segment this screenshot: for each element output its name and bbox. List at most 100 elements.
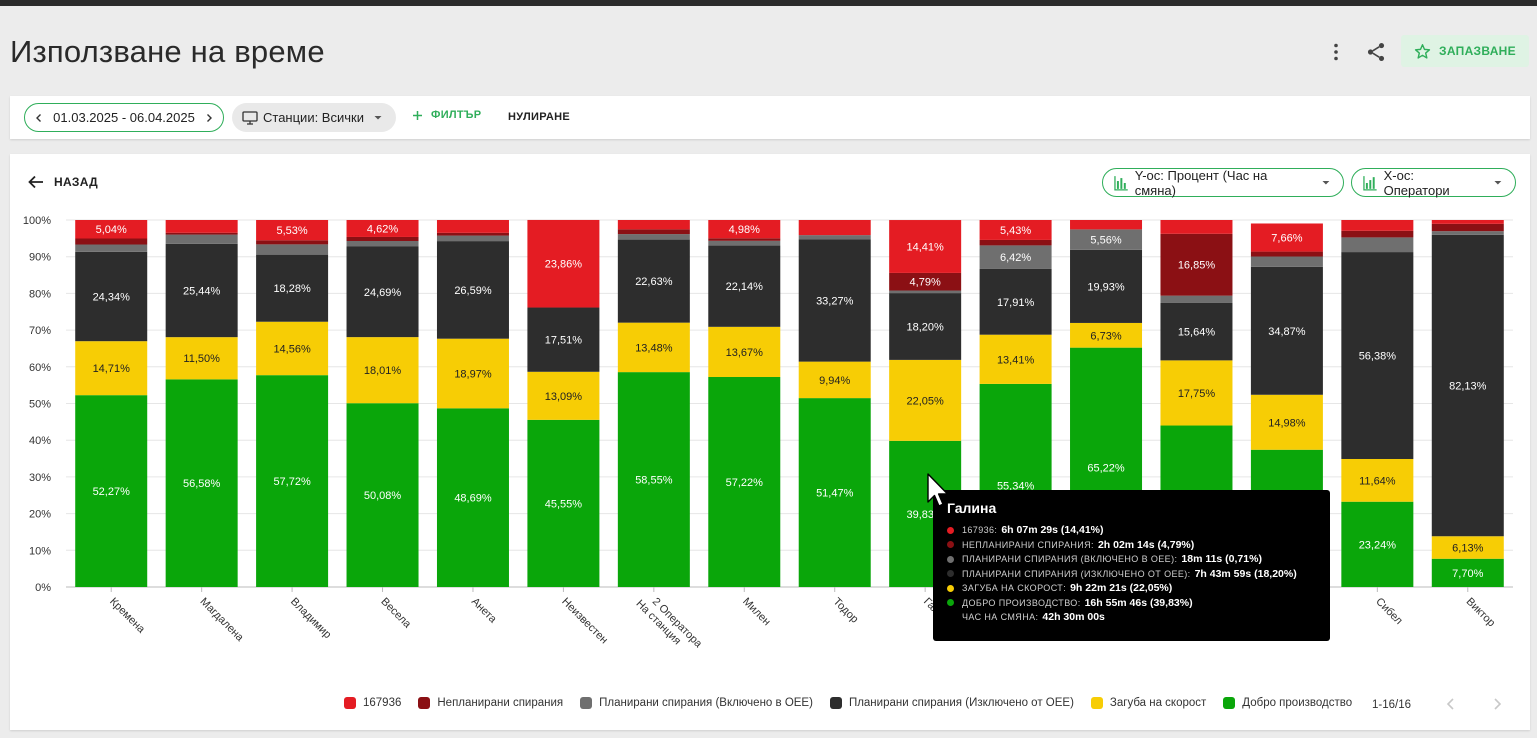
tooltip-row: Планирани спирания (Изключено от OEE): 7h… <box>947 567 1316 582</box>
data-label: 51,47% <box>816 488 854 500</box>
x-tick-label: Сибел <box>1373 596 1404 627</box>
chevron-right-icon[interactable] <box>204 113 214 123</box>
bar-segment <box>889 290 962 294</box>
x-tick-label-line: Владимир <box>288 596 333 641</box>
bar-segment <box>979 239 1052 246</box>
plus-icon <box>413 110 422 120</box>
y-tick-label: 80% <box>29 288 51 300</box>
data-label: 11,64% <box>1359 475 1396 487</box>
x-tick-label: Тодор <box>831 596 861 626</box>
reset-button[interactable]: НУЛИРАНЕ <box>508 111 570 123</box>
bar-segment <box>617 322 690 373</box>
bar-segment <box>979 268 1052 335</box>
stations-label: Станции: Всички <box>263 110 364 125</box>
bar-segment <box>889 293 962 360</box>
data-label: 17,51% <box>545 335 583 347</box>
data-label: 23,86% <box>545 259 583 271</box>
tooltip-row: Час на смяна: 42h 30m 00s <box>947 610 1316 625</box>
legend-label: Планирани спирания (Включено в OEE) <box>599 697 813 709</box>
bar-segment <box>1341 230 1414 238</box>
top-bar <box>0 0 1537 6</box>
tooltip-row-value: 18m 11s (0,71%) <box>1181 553 1262 566</box>
more-menu-icon[interactable] <box>1324 40 1348 64</box>
data-label: 57,72% <box>273 476 311 488</box>
chevron-right-icon[interactable] <box>1491 697 1503 711</box>
bar-segment <box>527 219 600 308</box>
monitor-icon <box>242 110 258 125</box>
bar-segment <box>436 338 509 409</box>
bar-segment <box>1341 237 1414 253</box>
bar-segment <box>256 321 329 376</box>
data-label: 11,50% <box>183 353 220 365</box>
chevron-left-icon[interactable] <box>1445 697 1457 711</box>
share-icon[interactable] <box>1364 40 1388 64</box>
bar-segment <box>436 235 509 242</box>
data-label: 4,62% <box>367 223 398 235</box>
bar-segment <box>256 240 329 245</box>
bar-segment <box>346 246 419 338</box>
legend-item[interactable]: Загуба на скорост <box>1090 697 1206 709</box>
y-tick-label: 90% <box>29 252 51 264</box>
y-tick-label: 60% <box>29 362 51 374</box>
x-tick-label: Милен <box>740 596 772 628</box>
tooltip-row-label: Добро производство: <box>962 597 1081 608</box>
bar-segment <box>1250 256 1323 267</box>
x-tick-label: Кремена <box>107 596 148 637</box>
legend-swatch <box>1090 697 1103 709</box>
bar-segment <box>346 236 419 241</box>
bar-segment <box>979 334 1052 384</box>
legend-item[interactable]: Непланирани спирания <box>418 697 563 709</box>
bar-chart-icon <box>1114 175 1128 191</box>
tooltip-row-value: 16h 55m 46s (39,83%) <box>1084 596 1193 609</box>
x-tick-label: Виктор <box>1464 596 1498 630</box>
data-label: 5,43% <box>1000 225 1031 237</box>
save-button[interactable]: ЗАПАЗВАНЕ <box>1401 35 1529 67</box>
legend-item[interactable]: Планирани спирания (Включено в OEE) <box>580 697 813 709</box>
legend-label: Планирани спирания (Изключено от OEE) <box>848 697 1074 709</box>
x-axis-select[interactable]: X-ос: Оператори <box>1351 168 1516 198</box>
bar-segment <box>1160 220 1233 234</box>
x-tick-label-line: Весела <box>378 596 413 631</box>
bar-segment <box>75 251 148 342</box>
bar-segment <box>708 238 781 241</box>
bar-segment <box>75 220 148 239</box>
x-tick-label-line: Виктор <box>1464 596 1498 630</box>
tooltip-row-label: Час на смяна: <box>962 612 1039 623</box>
bar-segment <box>165 337 238 380</box>
data-label: 6,42% <box>1000 252 1031 264</box>
legend-item[interactable]: 167936 <box>344 697 401 709</box>
stations-select[interactable]: Станции: Всички <box>232 103 396 132</box>
bar-segment <box>1341 220 1414 231</box>
data-label: 33,27% <box>816 296 854 308</box>
bar-segment <box>436 232 509 236</box>
x-tick-label-line: Кремена <box>107 596 148 637</box>
tooltip-row: Планирани спирания (Включено в OEE): 18m … <box>947 552 1316 567</box>
data-label: 56,58% <box>183 478 221 490</box>
y-axis-select[interactable]: Y-ос: Процент (Час на смяна) <box>1102 168 1344 198</box>
data-label: 82,13% <box>1449 381 1487 393</box>
add-filter-button[interactable]: ФИЛТЪР <box>412 109 481 121</box>
bar-segment <box>436 241 509 339</box>
back-button[interactable]: НАЗАД <box>28 175 98 189</box>
bar-segment <box>527 371 600 420</box>
date-range-picker[interactable]: 01.03.2025 - 06.04.2025 <box>24 103 224 132</box>
bar-segment <box>436 220 509 233</box>
bar-segment <box>617 372 690 587</box>
bar-segment <box>1160 360 1233 426</box>
x-tick-label-line: Милен <box>740 596 772 628</box>
tooltip-row-value: 6h 07m 29s (14,41%) <box>1001 524 1104 537</box>
y-tick-label: 10% <box>29 545 51 557</box>
tooltip-title: Галина <box>947 500 997 516</box>
legend-item[interactable]: Добро производство <box>1223 697 1352 709</box>
data-label: 14,41% <box>907 241 945 253</box>
chevron-left-icon[interactable] <box>34 113 44 123</box>
legend-item[interactable]: Планирани спирания (Изключено от OEE) <box>829 697 1074 709</box>
bar-segment <box>256 244 329 255</box>
bar-segment <box>346 403 419 587</box>
legend-swatch <box>1223 697 1236 709</box>
bar-segment <box>1431 231 1504 235</box>
y-tick-label: 20% <box>29 509 51 521</box>
bar-segment <box>708 245 781 327</box>
legend-label: Непланирани спирания <box>437 697 564 709</box>
data-label: 22,63% <box>635 276 673 288</box>
